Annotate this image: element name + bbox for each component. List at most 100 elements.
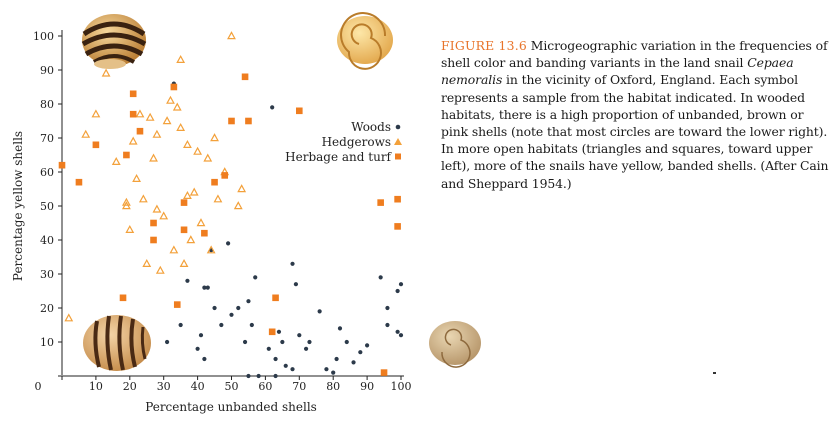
banded-pink-snails-bottom-left-icon — [83, 315, 151, 371]
point-hedgerows — [125, 224, 135, 233]
y-axis-title: Percentage yellow shells — [11, 131, 25, 281]
point-woods — [273, 356, 278, 362]
brown-unbanded-snail-bottom-right-icon — [429, 321, 481, 368]
point-herbage-and-turf — [129, 110, 137, 118]
point-hedgerows — [193, 146, 203, 155]
x-tick-label: 80 — [326, 380, 340, 393]
x-tick-label: 60 — [258, 380, 272, 393]
point-woods — [297, 333, 302, 338]
point-herbage-and-turf — [201, 229, 208, 237]
point-woods — [276, 329, 282, 334]
point-hedgerows — [227, 31, 236, 40]
point-hedgerows — [176, 54, 186, 63]
point-herbage-and-turf — [170, 83, 178, 91]
point-woods — [242, 339, 248, 345]
banded-brown-snail-top-left-icon — [81, 14, 147, 69]
point-hedgerows — [135, 109, 145, 118]
point-woods — [358, 350, 363, 355]
point-herbage-and-turf — [268, 328, 276, 336]
x-tick-label: 10 — [89, 380, 103, 393]
x-tick-label: 50 — [225, 380, 239, 393]
x-tick-label: 20 — [123, 380, 137, 393]
point-woods — [164, 339, 170, 345]
point-woods — [226, 241, 231, 246]
legend-label-woods: Woods — [351, 120, 391, 134]
y-tick-label: 30 — [40, 268, 54, 281]
y-tick-label: 20 — [40, 302, 54, 315]
point-woods — [344, 339, 349, 345]
point-woods — [290, 261, 295, 266]
point-woods — [246, 373, 251, 379]
point-hedgerows — [149, 153, 158, 162]
x-tick-label: 70 — [292, 380, 306, 393]
point-woods — [280, 339, 285, 345]
y-tick-label: 70 — [40, 132, 54, 145]
point-hedgerows — [111, 156, 121, 165]
point-herbage-and-turf — [75, 178, 83, 186]
point-hedgerows — [142, 258, 152, 267]
point-woods — [385, 305, 390, 311]
point-woods — [212, 305, 217, 311]
point-woods — [266, 346, 271, 351]
x-tick-label: 90 — [360, 380, 374, 393]
point-hedgerows — [206, 245, 216, 254]
point-hedgerows — [152, 204, 162, 213]
point-woods — [331, 370, 336, 375]
x-tick-label: 0 — [35, 380, 42, 393]
point-woods — [249, 322, 254, 328]
point-herbage-and-turf — [123, 151, 130, 159]
y-tick-label: 10 — [40, 336, 54, 349]
point-hedgerows — [159, 211, 169, 220]
point-woods — [202, 285, 207, 290]
point-hedgerows — [101, 68, 111, 77]
point-woods — [273, 373, 278, 379]
y-tick-label: 40 — [40, 234, 54, 247]
point-hedgerows — [155, 265, 165, 274]
point-woods — [178, 322, 183, 328]
point-herbage-and-turf — [272, 294, 279, 302]
point-woods — [395, 288, 400, 294]
point-herbage-and-turf — [180, 226, 188, 234]
point-woods — [219, 322, 224, 328]
point-herbage-and-turf — [221, 172, 229, 179]
point-hedgerows — [183, 139, 192, 148]
point-woods — [293, 282, 299, 287]
point-herbage-and-turf — [136, 127, 144, 135]
point-herbage-and-turf — [394, 195, 401, 203]
point-hedgerows — [183, 190, 192, 199]
point-woods — [395, 329, 400, 334]
point-woods — [236, 305, 241, 311]
yellow-unbanded-snail-top-right-icon — [337, 12, 393, 70]
point-herbage-and-turf — [58, 161, 66, 169]
point-hedgerows — [121, 197, 131, 206]
point-woods — [202, 356, 207, 362]
point-hedgerows — [237, 184, 247, 193]
point-woods — [205, 285, 210, 290]
x-tick-label: 40 — [191, 380, 205, 393]
x-axis-title: Percentage unbanded shells — [145, 400, 317, 414]
y-tick-label: 60 — [40, 166, 54, 179]
data-points — [58, 31, 404, 379]
point-hedgerows — [132, 173, 141, 182]
point-woods — [337, 326, 343, 331]
point-woods — [246, 299, 251, 304]
y-tick-label: 50 — [40, 200, 54, 213]
point-hedgerows — [179, 258, 189, 267]
legend-label-hedgerows: Hedgerows — [322, 135, 391, 149]
figure-label: FIGURE 13.6 — [441, 38, 527, 53]
point-herbage-and-turf — [380, 369, 388, 376]
point-woods — [307, 339, 312, 345]
figure-caption: FIGURE 13.6 Microgeographic variation in… — [441, 37, 833, 192]
point-herbage-and-turf — [211, 178, 218, 186]
point-woods — [317, 309, 322, 314]
point-woods — [398, 282, 404, 287]
caption-text-part2: in the vicinity of Oxford, England. Each… — [441, 72, 829, 191]
x-tick-label: 100 — [391, 380, 412, 393]
point-woods — [365, 343, 370, 348]
point-herbage-and-turf — [150, 219, 157, 227]
point-hedgerows — [121, 201, 131, 210]
y-tick-label: 80 — [40, 98, 54, 111]
point-herbage-and-turf — [228, 117, 235, 125]
point-hedgerows — [64, 313, 74, 322]
